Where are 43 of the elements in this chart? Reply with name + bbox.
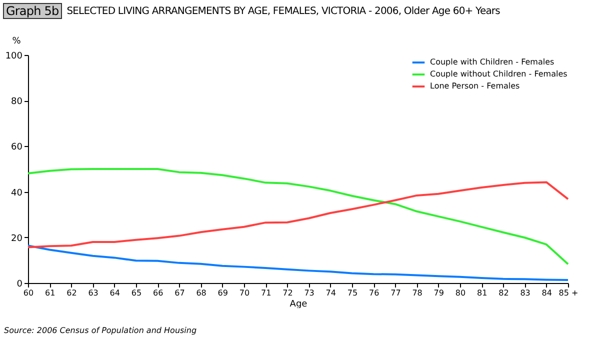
x-tick-label: 84 (542, 288, 552, 298)
x-tick-label: 65 (131, 288, 142, 298)
y-axis-title: % (12, 36, 22, 46)
x-tick-label: 67 (174, 288, 185, 298)
source-note: Source: 2006 Census of Population and Housing (3, 326, 198, 335)
x-tick-label: 63 (88, 288, 98, 298)
y-tick-label: 20 (11, 234, 23, 244)
y-tick-label: 40 (11, 188, 23, 198)
x-tick-label: 75 (347, 288, 358, 298)
x-tick-label: 78 (412, 288, 422, 298)
line-series (27, 168, 569, 266)
line-series (27, 181, 569, 248)
x-tick-label: 79 (434, 288, 444, 298)
x-tick-label: 82 (498, 288, 509, 298)
y-tick-label: 0 (16, 280, 23, 290)
legend-label: Couple with Children - Females (430, 58, 554, 66)
x-tick-label: 81 (477, 288, 488, 298)
chart-title: SELECTED LIVING ARRANGEMENTS BY AGE, FEMALES, VICTORIA - 2006, Older Age 60+ Years (66, 6, 500, 16)
x-tick-label: 68 (196, 288, 206, 298)
x-tick-label: 85 + (558, 288, 578, 298)
caption: Graph 5b (3, 3, 62, 19)
x-tick-label: 74 (326, 288, 336, 298)
y-tick-label: 80 (11, 97, 23, 108)
legend-label: Couple without Children - Females (430, 70, 568, 78)
x-tick-label: 64 (110, 288, 120, 298)
y-tick-label: 100 (5, 52, 23, 62)
x-tick-label: 61 (45, 288, 56, 298)
x-tick-label: 77 (390, 288, 401, 298)
x-tick-label: 83 (520, 288, 530, 298)
line-series (27, 244, 569, 282)
x-tick-label: 69 (218, 288, 228, 298)
x-tick-label: 73 (304, 288, 314, 298)
x-tick-label: 80 (455, 288, 466, 298)
y-tick-label: 60 (11, 142, 23, 153)
x-tick-label: 72 (282, 288, 293, 298)
x-tick-label: 62 (66, 288, 77, 298)
x-tick-label: 66 (153, 288, 164, 298)
legend-label: Lone Person - Females (430, 82, 520, 90)
x-axis-title: Age (290, 300, 308, 310)
x-tick-label: 76 (369, 288, 380, 298)
x-tick-label: 71 (261, 288, 272, 298)
x-tick-label: 70 (239, 288, 250, 298)
x-tick-label: 60 (23, 288, 34, 298)
